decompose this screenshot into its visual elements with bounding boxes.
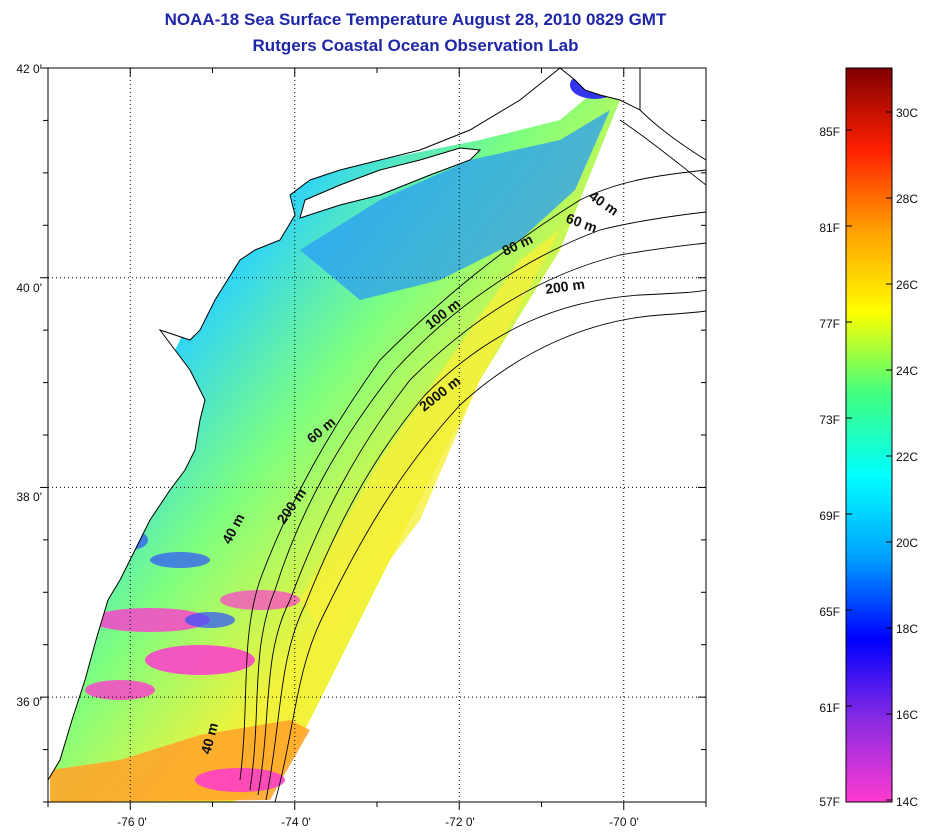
- colorbar-f-label: 57F: [819, 795, 840, 809]
- x-tick-labels: -76 0' -74 0' -72 0' -70 0': [117, 815, 639, 829]
- sst-warm-offshore: [300, 230, 560, 640]
- colorbar-ticks: [846, 111, 892, 803]
- colorbar-f-label: 77F: [819, 317, 840, 331]
- y-tick-label: 42 0': [16, 62, 42, 76]
- colorbar-c-label: 14C: [896, 795, 918, 809]
- y-tick-label: 36 0': [16, 695, 42, 709]
- x-tick-label: -72 0': [445, 815, 475, 829]
- sst-cold-shelf: [300, 110, 610, 300]
- y-tick-label: 38 0': [16, 490, 42, 504]
- x-tick-label: -70 0': [609, 815, 639, 829]
- map-subtitle: Rutgers Coastal Ocean Observation Lab: [252, 36, 579, 55]
- colorbar-c-label: 16C: [896, 708, 918, 722]
- colorbar-f-label: 65F: [819, 605, 840, 619]
- isobaths: [239, 109, 706, 802]
- x-tick-label: -76 0': [117, 815, 147, 829]
- colorbar-f-label: 73F: [819, 413, 840, 427]
- map-title: NOAA-18 Sea Surface Temperature August 2…: [164, 10, 667, 29]
- colorbar-f-label: 81F: [819, 221, 840, 235]
- colorbar-f-label: 61F: [819, 701, 840, 715]
- axis-ticks: [40, 67, 707, 810]
- colorbar-c-label: 24C: [896, 364, 918, 378]
- y-tick-labels: 36 0' 38 0' 40 0' 42 0': [16, 62, 42, 709]
- colorbar-c-label: 18C: [896, 622, 918, 636]
- colorbar-c-label: 20C: [896, 536, 918, 550]
- x-tick-label: -74 0': [281, 815, 311, 829]
- colorbar-c-label: 22C: [896, 450, 918, 464]
- colorbar-c-label: 30C: [896, 106, 918, 120]
- isobath-label-40m-south: 40 m: [197, 721, 221, 756]
- isobath-label-200m-north: 200 m: [544, 276, 586, 297]
- colorbar-f-label: 85F: [819, 125, 840, 139]
- sst-layer: 40 m 60 m 80 m 200 m 100 m 2000 m 60 m 2…: [48, 68, 706, 802]
- colorbar: [845, 67, 893, 803]
- y-tick-label: 40 0': [16, 281, 42, 295]
- land: [48, 68, 641, 781]
- colorbar-c-label: 28C: [896, 192, 918, 206]
- colorbar-f-label: 69F: [819, 509, 840, 523]
- colorbar-c-label: 26C: [896, 278, 918, 292]
- colorbar-f-labels: 85F 81F 77F 73F 69F 65F 61F 57F: [819, 125, 840, 809]
- colorbar-c-labels: 30C 28C 26C 24C 22C 20C 18C 16C 14C: [896, 106, 918, 809]
